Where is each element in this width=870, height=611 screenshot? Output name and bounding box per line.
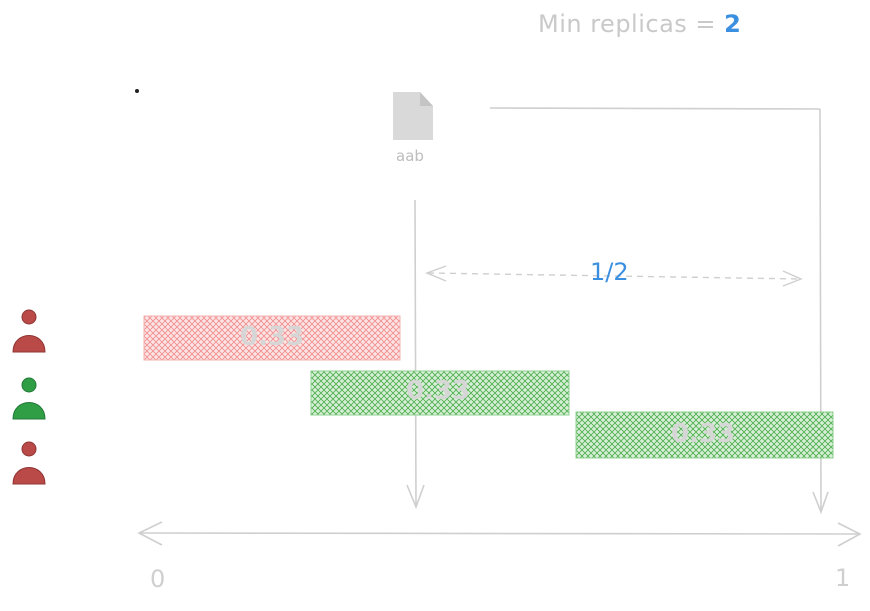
offset-arrow-left-head [425,265,447,282]
person-icon [12,309,46,353]
person-icon [12,377,46,420]
min-replicas-title: Min replicas = 2 [538,10,741,38]
file-name: aab [396,147,424,165]
person-icon [12,441,46,485]
axis-left-head [137,521,163,546]
axis-line [139,532,859,535]
wrap-arrow-head [812,491,829,515]
segment-label: 0.33 [240,322,305,352]
axis-end-label: 1 [835,564,851,592]
stray-dot [135,89,139,93]
file-icon [393,92,433,140]
file-link-line [489,107,821,110]
offset-arrow-right-head [782,270,803,287]
min-replicas-label: Min replicas = [538,10,725,38]
offset-arrow-line [427,272,801,280]
axis-right-head [837,522,862,547]
segment-label: 0.33 [406,376,471,406]
min-replicas-value: 2 [724,10,742,38]
axis-start-label: 0 [150,565,166,593]
segment-node-3 [575,411,834,459]
segment-node-2 [310,370,570,416]
segment-label: 0.33 [671,419,736,449]
offset-label: 1/2 [590,258,629,286]
hash-arrow-line [414,199,417,506]
hash-arrow-head [406,484,425,510]
segment-node-1 [143,315,401,361]
